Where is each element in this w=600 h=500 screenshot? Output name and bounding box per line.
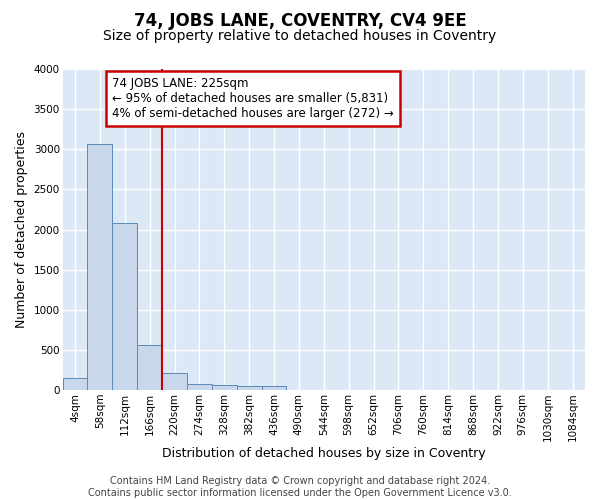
Y-axis label: Number of detached properties: Number of detached properties xyxy=(15,131,28,328)
Bar xyxy=(262,386,286,390)
Bar xyxy=(88,144,112,390)
Bar xyxy=(212,385,237,390)
Text: 74 JOBS LANE: 225sqm
← 95% of detached houses are smaller (5,831)
4% of semi-det: 74 JOBS LANE: 225sqm ← 95% of detached h… xyxy=(112,77,394,120)
Text: Size of property relative to detached houses in Coventry: Size of property relative to detached ho… xyxy=(103,29,497,43)
Bar xyxy=(187,384,212,390)
X-axis label: Distribution of detached houses by size in Coventry: Distribution of detached houses by size … xyxy=(162,447,485,460)
Bar xyxy=(237,386,262,390)
Bar xyxy=(137,345,162,390)
Text: 74, JOBS LANE, COVENTRY, CV4 9EE: 74, JOBS LANE, COVENTRY, CV4 9EE xyxy=(134,12,466,30)
Text: Contains HM Land Registry data © Crown copyright and database right 2024.
Contai: Contains HM Land Registry data © Crown c… xyxy=(88,476,512,498)
Bar xyxy=(62,378,88,390)
Bar xyxy=(112,223,137,390)
Bar xyxy=(162,373,187,390)
